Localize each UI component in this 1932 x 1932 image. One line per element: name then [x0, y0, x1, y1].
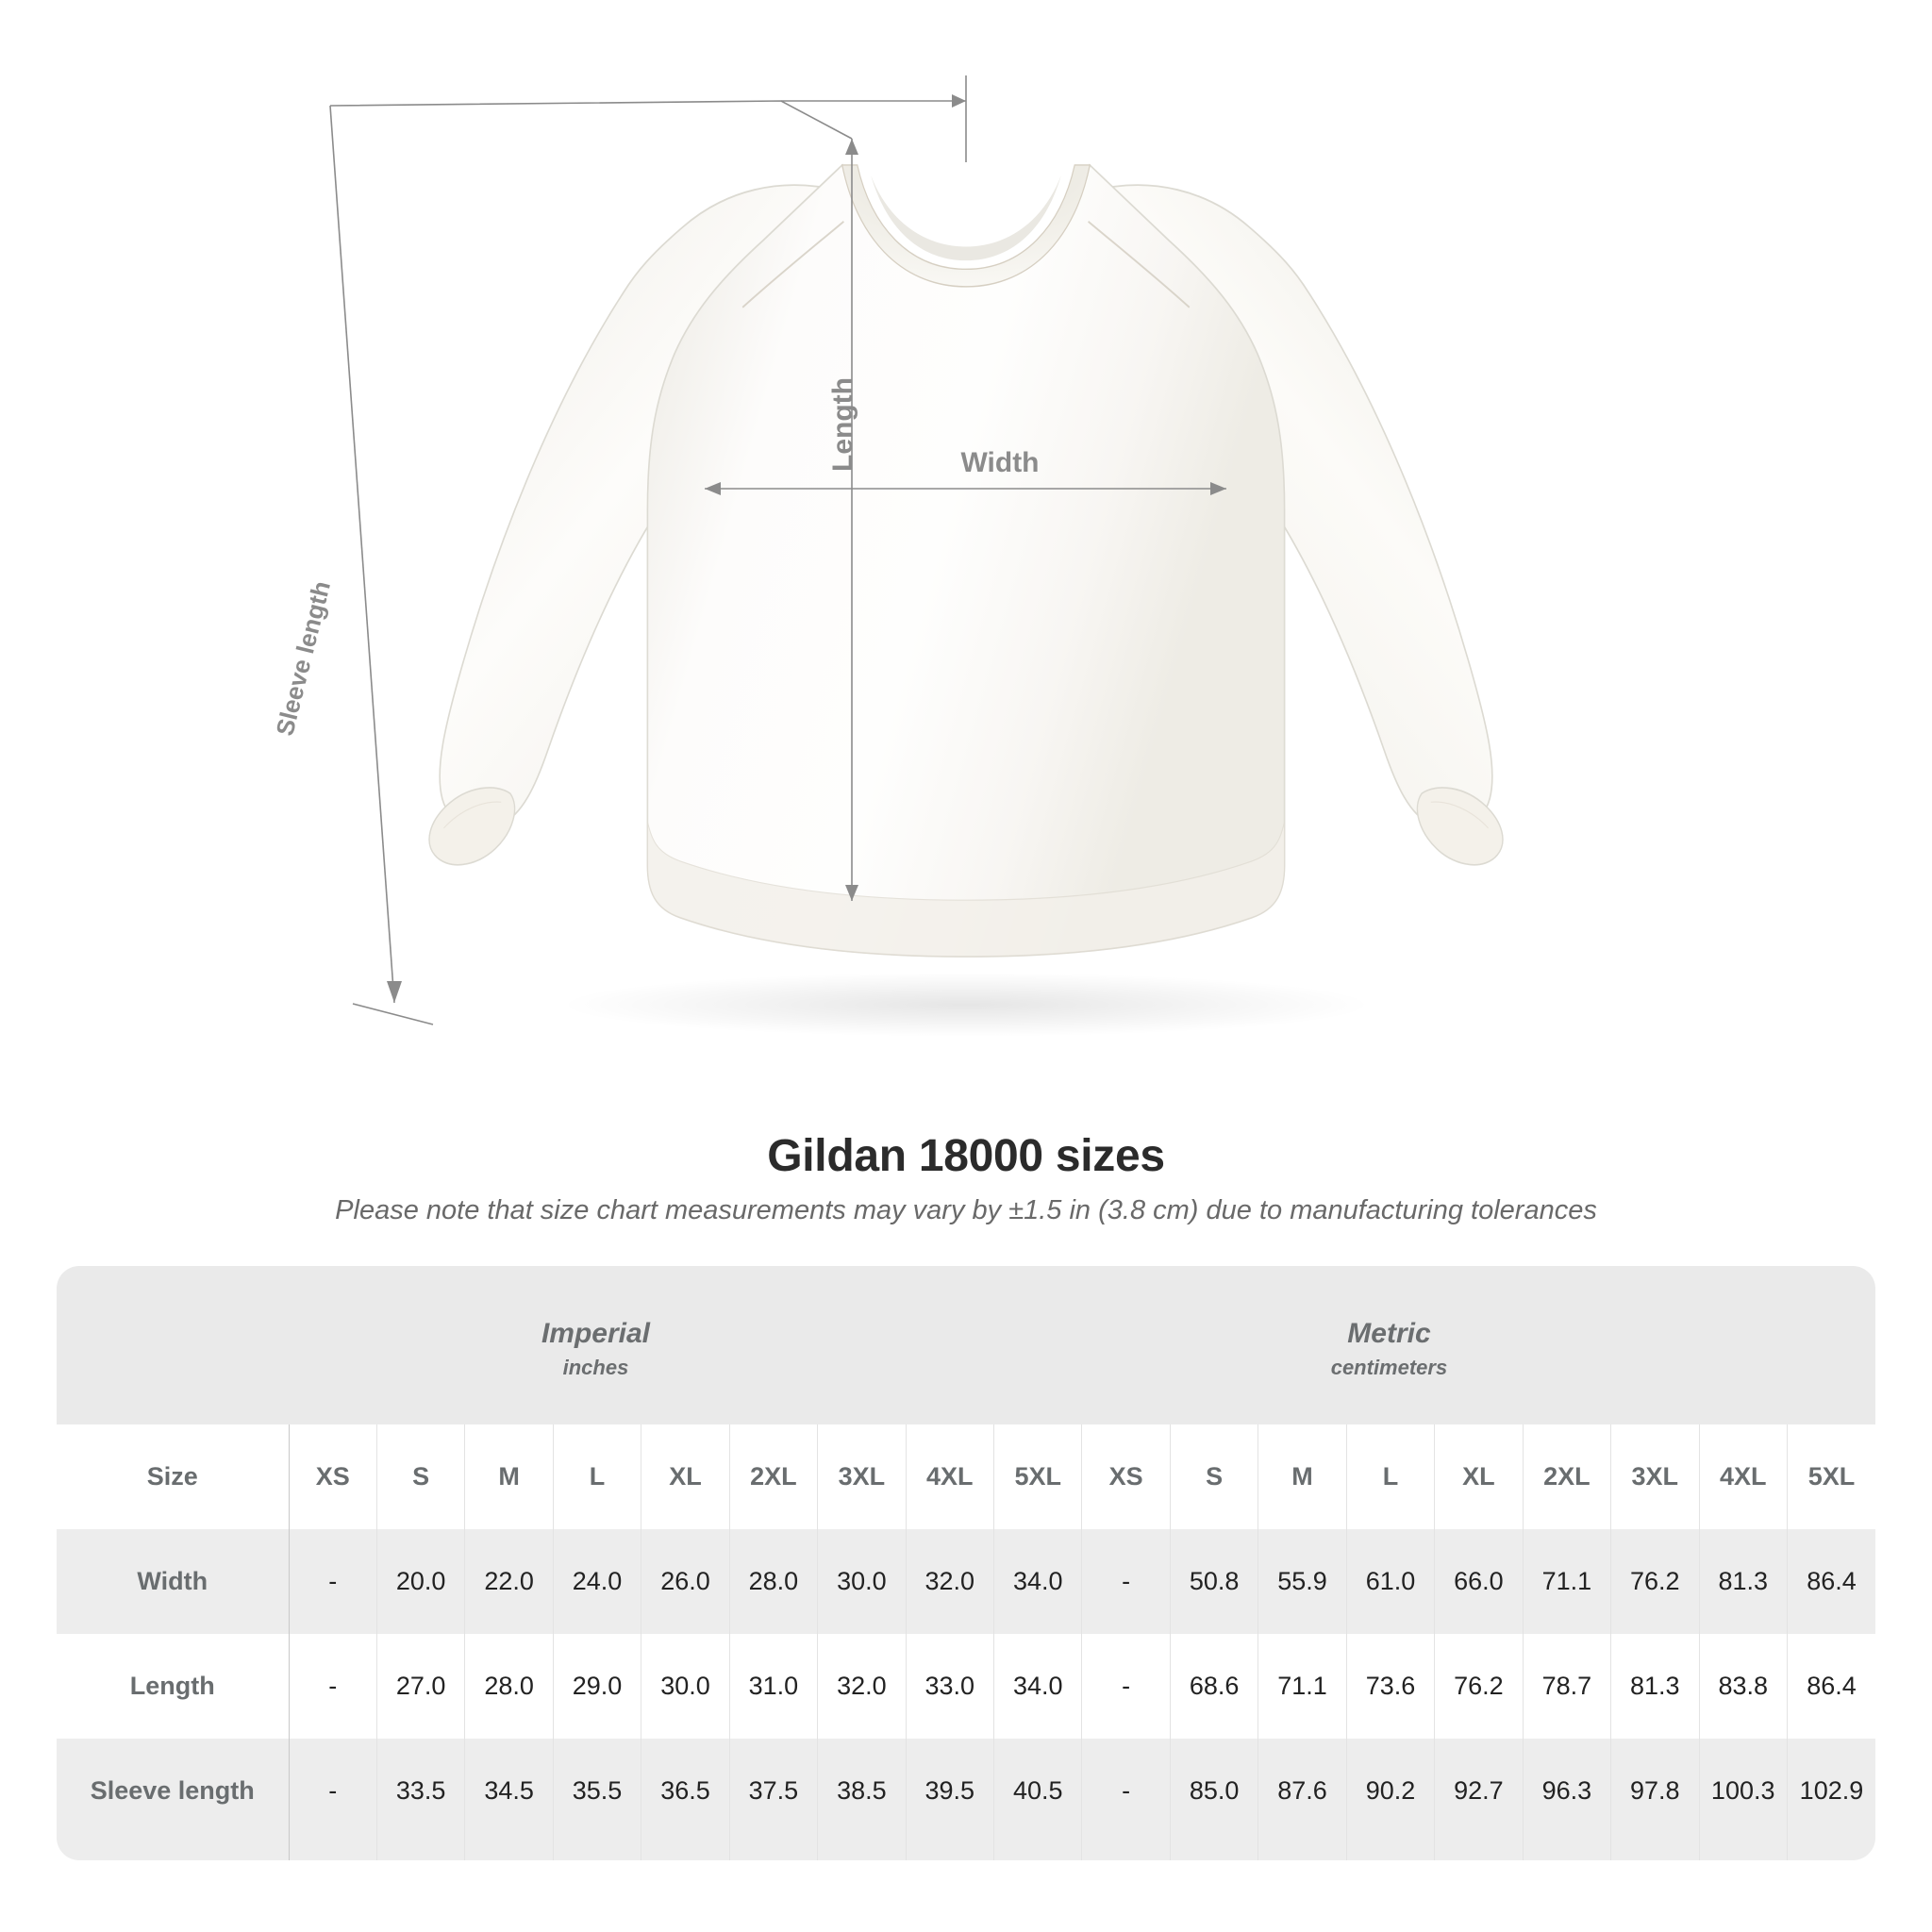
- svg-text:Sleeve length: Sleeve length: [270, 578, 336, 739]
- svg-text:Width: Width: [960, 447, 1039, 478]
- svg-text:Length: Length: [827, 377, 858, 472]
